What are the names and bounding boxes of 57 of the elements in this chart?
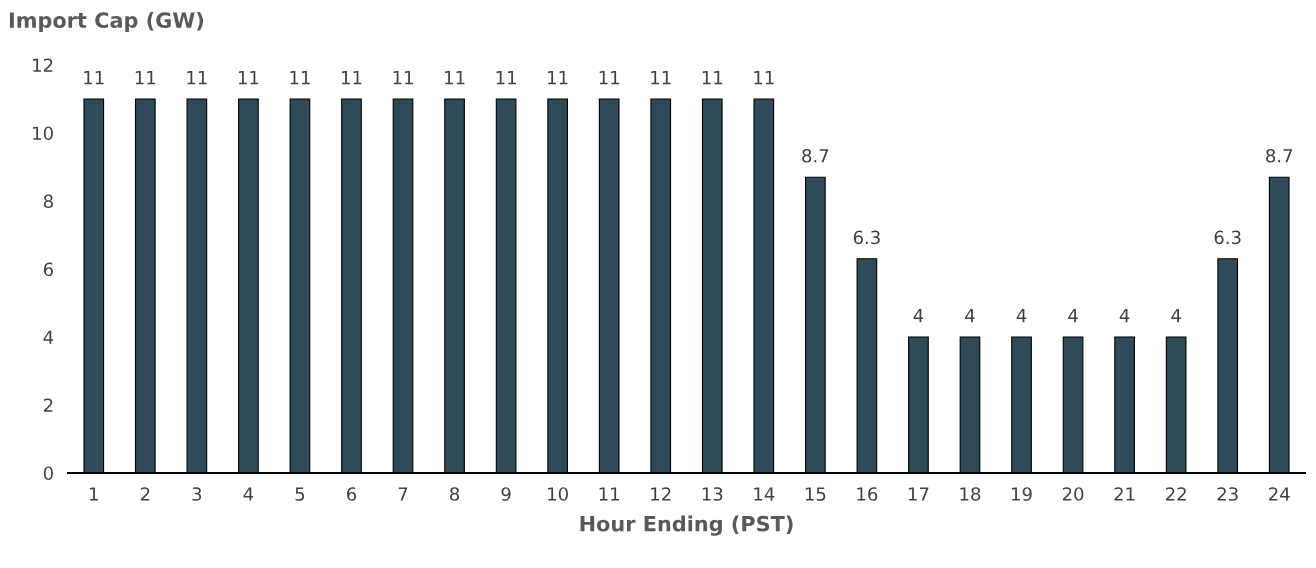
x-tick-label: 14 [754, 487, 775, 501]
data-label: 11 [341, 70, 362, 85]
x-tick-label: 9 [501, 487, 511, 501]
x-tick-label: 15 [805, 487, 826, 501]
y-tick-label: 8 [43, 194, 53, 209]
x-tick-label: 7 [398, 487, 408, 501]
data-label: 11 [84, 70, 104, 85]
y-tick-label: 4 [43, 330, 54, 344]
x-tick-label: 5 [295, 487, 305, 501]
data-label: 11 [393, 70, 413, 85]
x-tick-label: 11 [599, 487, 620, 501]
x-tick-label: 12 [651, 487, 671, 501]
y-tick-label: 6 [43, 262, 53, 277]
data-label: 11 [651, 70, 671, 85]
x-axis-title: Hour Ending (PST) [580, 515, 793, 536]
x-tick-label: 24 [1269, 487, 1290, 501]
data-label: 11 [496, 70, 516, 85]
y-axis-title: Import Cap (GW) [9, 11, 204, 33]
x-tick-label: 3 [192, 487, 202, 501]
x-tick-label: 6 [347, 487, 357, 501]
data-label: 8.7 [802, 148, 829, 163]
data-label: 8.7 [1266, 148, 1293, 163]
x-tick-label: 17 [908, 487, 929, 501]
x-tick-label: 8 [450, 487, 460, 501]
x-tick-label: 22 [1165, 487, 1186, 501]
data-label: 11 [445, 70, 465, 85]
y-tick-label: 10 [33, 126, 53, 141]
data-label: 4 [913, 308, 924, 323]
y-tick-label: 0 [43, 466, 53, 481]
data-label: 4 [1171, 308, 1181, 323]
y-tick-label: 12 [33, 58, 53, 72]
data-label: 11 [135, 70, 156, 85]
x-tick-label: 13 [702, 487, 723, 501]
data-label: 6.3 [1214, 230, 1241, 245]
y-tick-label: 2 [43, 398, 53, 412]
data-label: 6.3 [853, 230, 880, 245]
data-label: 11 [702, 70, 723, 85]
data-label: 11 [548, 70, 568, 85]
data-label: 11 [754, 70, 774, 85]
x-tick-label: 10 [548, 487, 568, 501]
data-label: 11 [599, 70, 620, 85]
data-label: 4 [1068, 308, 1078, 323]
x-tick-label: 21 [1114, 487, 1135, 501]
x-tick-label: 4 [243, 487, 254, 501]
data-label: 4 [965, 308, 975, 323]
data-label: 4 [1016, 308, 1027, 323]
x-tick-label: 18 [960, 487, 981, 501]
data-label: 4 [1119, 308, 1130, 323]
data-label: 11 [187, 70, 207, 85]
x-tick-label: 1 [90, 487, 98, 501]
x-tick-label: 20 [1062, 487, 1084, 501]
x-tick-label: 16 [857, 487, 878, 501]
x-tick-label: 19 [1012, 487, 1032, 501]
data-label: 11 [238, 70, 259, 85]
x-tick-label: 23 [1217, 487, 1238, 501]
data-label: 11 [290, 70, 310, 85]
x-tick-label: 2 [140, 487, 150, 501]
